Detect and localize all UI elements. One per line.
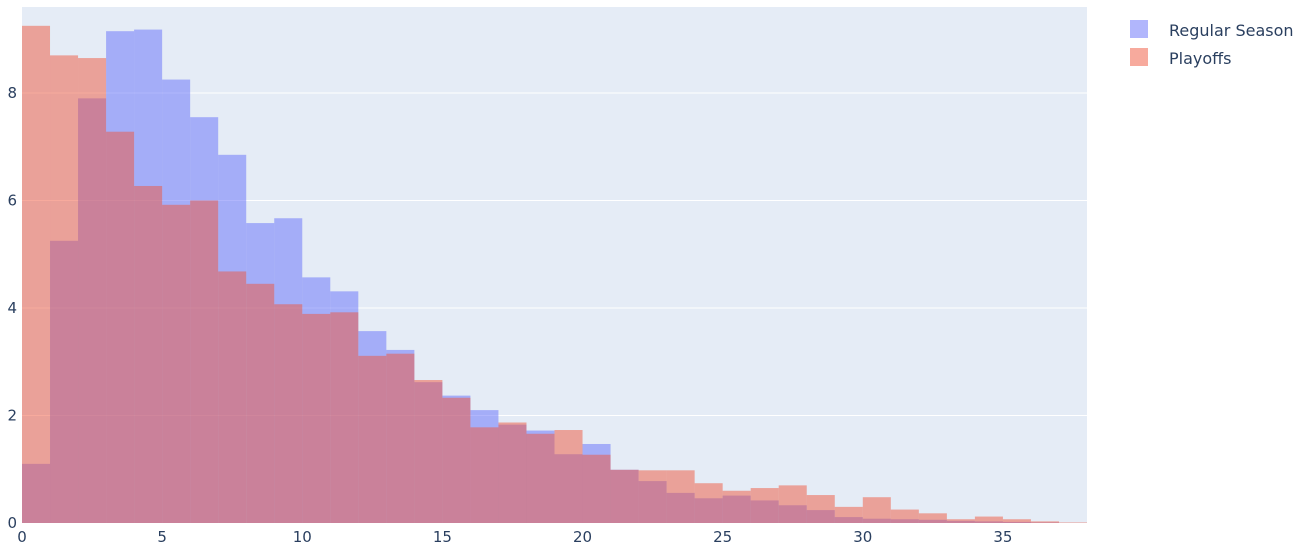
bar [106, 131, 135, 523]
bar [722, 490, 751, 523]
bar [134, 185, 163, 524]
bar [442, 397, 471, 523]
bar [498, 422, 527, 523]
bar [1002, 519, 1031, 523]
x-tick-label: 10 [293, 528, 312, 546]
legend-swatch-playoffs [1130, 48, 1148, 66]
bar [78, 58, 107, 523]
bar [694, 483, 723, 523]
x-axis-ticks: 0 5 10 15 20 25 30 35 [17, 528, 1012, 546]
bar [1030, 521, 1059, 523]
bar [750, 488, 779, 523]
bar [834, 506, 863, 523]
bar [638, 470, 667, 523]
bar [246, 283, 275, 523]
y-axis-ticks: 0 2 4 6 8 [7, 84, 17, 532]
bar [386, 353, 415, 523]
x-tick-label: 5 [157, 528, 167, 546]
x-tick-label: 0 [17, 528, 27, 546]
y-tick-label: 4 [7, 299, 17, 317]
bar [1058, 522, 1087, 523]
bar [778, 485, 807, 523]
y-tick-label: 0 [7, 514, 17, 532]
bar [218, 271, 247, 523]
bars [22, 25, 1087, 524]
bar [302, 313, 331, 523]
legend-item-playoffs[interactable]: Playoffs [1130, 48, 1232, 68]
y-tick-label: 8 [7, 84, 17, 102]
legend-swatch-regular-season [1130, 20, 1148, 38]
bar [890, 509, 919, 523]
legend[interactable]: Regular Season Playoffs [1130, 20, 1294, 68]
bar [974, 516, 1003, 523]
bar [610, 469, 639, 523]
bar [862, 497, 891, 523]
bar [22, 25, 51, 523]
bar [582, 454, 611, 523]
legend-label-regular-season: Regular Season [1169, 21, 1294, 40]
legend-item-regular-season[interactable]: Regular Season [1130, 20, 1294, 40]
bar [162, 204, 191, 524]
x-tick-label: 35 [993, 528, 1012, 546]
bar [274, 304, 303, 523]
bar [526, 433, 555, 523]
bar [50, 55, 79, 523]
y-tick-label: 6 [7, 192, 17, 210]
bar [414, 380, 443, 523]
x-tick-label: 15 [433, 528, 452, 546]
x-tick-label: 20 [573, 528, 592, 546]
bar [554, 430, 583, 523]
y-tick-label: 2 [7, 407, 17, 425]
x-tick-label: 25 [713, 528, 732, 546]
bar [190, 200, 219, 523]
legend-label-playoffs: Playoffs [1169, 49, 1232, 68]
bar [666, 470, 695, 523]
series-playoffs [22, 25, 1087, 524]
bar [806, 495, 835, 523]
bar [330, 312, 359, 523]
bar [918, 513, 947, 523]
bar [946, 519, 975, 523]
x-tick-label: 30 [853, 528, 872, 546]
bar [358, 355, 387, 523]
bar [470, 427, 499, 523]
